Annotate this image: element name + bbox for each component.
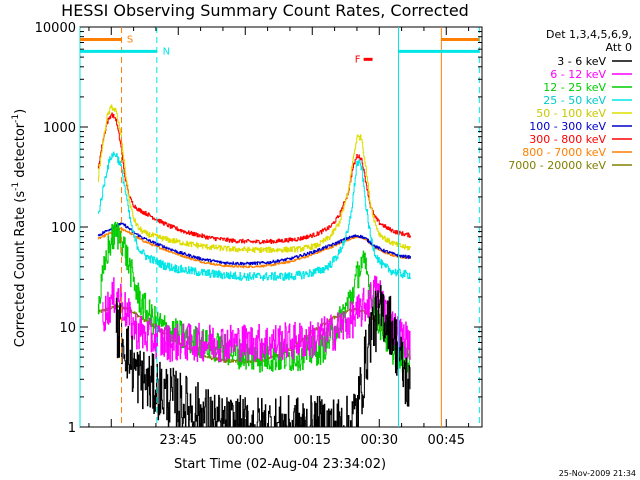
y-tick-label: 10000 <box>35 21 76 36</box>
legend-entry-label: 300 - 800 keV <box>529 133 606 146</box>
y-tick-label: 100 <box>51 221 76 236</box>
svg-text:Corrected Count Rate (s-1 dete: Corrected Count Rate (s-1 detector-1) <box>11 109 28 347</box>
series-line-2 <box>102 275 411 363</box>
y-tick-label: 1000 <box>43 121 76 136</box>
series-line-6 <box>97 222 411 266</box>
chart-title: HESSI Observing Summary Count Rates, Cor… <box>61 1 469 20</box>
y-tick-label: 10 <box>59 321 76 336</box>
x-tick-label: 00:30 <box>361 433 398 448</box>
legend-entry-label: 7000 - 20000 keV <box>508 159 606 172</box>
x-tick-label: 00:45 <box>428 433 465 448</box>
series-line-5 <box>97 104 411 254</box>
x-tick-label: 00:00 <box>227 433 264 448</box>
x-tick-label: 23:45 <box>160 433 197 448</box>
series-line-4 <box>97 151 411 281</box>
y-axis-label: Corrected Count Rate (s-1 detector-1) <box>11 109 28 347</box>
x-axis-label: Start Time (02-Aug-04 23:34:02) <box>174 457 386 472</box>
flag-label-s: S <box>127 34 133 45</box>
legend-entry-label: 800 - 7000 keV <box>522 146 606 159</box>
flag-label-f: F <box>355 54 361 65</box>
series-line-1 <box>115 285 411 427</box>
legend-header-line: Att 0 <box>606 41 632 54</box>
legend-entry-label: 6 - 12 keV <box>550 68 606 81</box>
legend-entry-label: 100 - 300 keV <box>529 120 606 133</box>
legend-entry-label: 25 - 50 keV <box>543 94 606 107</box>
y-tick-label: 1 <box>68 421 76 436</box>
flag-label-n: N <box>163 46 170 57</box>
legend-header-line: Det 1,3,4,5,6,9, <box>546 28 632 41</box>
footer-timestamp: 25-Nov-2009 21:34 <box>559 469 636 478</box>
legend-entry-label: 3 - 6 keV <box>557 55 606 68</box>
x-tick-label: 00:15 <box>294 433 331 448</box>
legend-entry-label: 50 - 100 keV <box>536 107 606 120</box>
legend-entry-label: 12 - 25 keV <box>543 81 606 94</box>
series-line-7 <box>97 112 411 245</box>
